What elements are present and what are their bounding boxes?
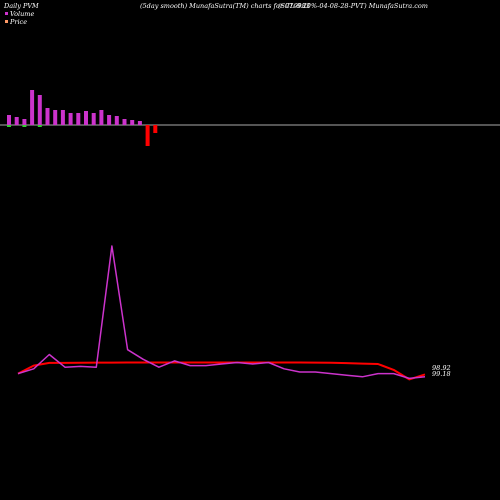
- volume-bar: [91, 113, 96, 125]
- volume-bar: [45, 108, 50, 125]
- volume-bar: [68, 113, 73, 125]
- volume-bar: [114, 116, 119, 125]
- header-right: (SCL-9.20%-04-08-28-PVT) MunafaSutra.com: [278, 2, 428, 10]
- volume-bar: [137, 121, 142, 125]
- volume-baseline-mark: [22, 125, 27, 127]
- volume-bar: [76, 113, 81, 125]
- volume-bar: [7, 115, 11, 125]
- volume-bar: [37, 95, 42, 125]
- volume-bar: [153, 125, 158, 133]
- volume-bar: [30, 90, 35, 125]
- legend-volume-label: Volume: [10, 10, 34, 18]
- header-left: Daily PVM: [3, 2, 39, 10]
- last-price-label-2: 99.18: [432, 370, 451, 378]
- volume-bar: [145, 125, 150, 146]
- price-line: [17, 361, 426, 381]
- volume-bar: [14, 117, 19, 125]
- legend-price-swatch: [5, 20, 8, 23]
- volume-line: [17, 245, 426, 380]
- volume-bar: [84, 111, 88, 125]
- volume-baseline-mark: [37, 125, 42, 127]
- volume-bar: [53, 110, 58, 125]
- volume-bar: [107, 115, 112, 125]
- volume-bar: [122, 119, 127, 125]
- legend-volume-swatch: [5, 12, 8, 15]
- volume-bars: [7, 90, 158, 146]
- volume-bar: [130, 120, 135, 125]
- header-middle: (5day smooth) MunafaSutra(TM) charts for…: [140, 2, 310, 10]
- last-price-label: 98.92: [432, 364, 451, 372]
- legend-price-label: Price: [9, 18, 27, 26]
- volume-bar: [99, 110, 104, 125]
- volume-baseline-mark: [7, 125, 11, 127]
- price-lines: [17, 245, 426, 381]
- volume-bar: [60, 110, 65, 125]
- volume-bar: [22, 119, 27, 125]
